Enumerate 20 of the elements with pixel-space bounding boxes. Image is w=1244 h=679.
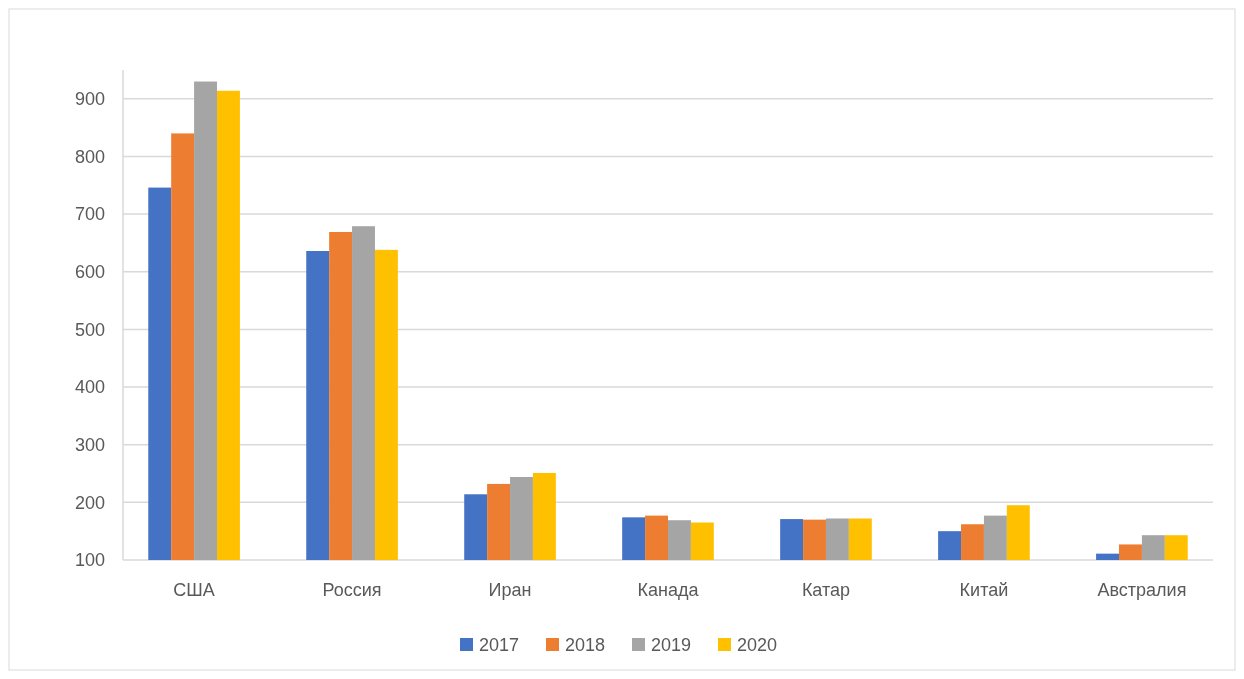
legend-label: 2019 [651,635,692,656]
x-tick-label: Иран [488,580,532,600]
x-tick-label: Австралия [1097,580,1187,600]
y-tick-label: 300 [74,435,105,456]
x-tick-label: Китай [959,580,1009,600]
x-tick-label: США [173,580,215,600]
y-tick-label: 500 [74,319,105,340]
legend-label: 2018 [565,635,606,656]
y-tick-label: 200 [74,492,105,513]
x-tick-label: Катар [801,580,851,600]
legend-label: 2017 [479,635,520,656]
x-tick-label: Россия [322,580,382,600]
y-tick-label: 800 [74,146,105,167]
legend-label: 2020 [737,635,778,656]
y-tick-label: 900 [74,89,105,110]
x-tick-label: Канада [637,580,700,600]
y-tick-label: 600 [74,262,105,283]
y-tick-label: 700 [74,204,105,225]
y-tick-label: 400 [74,377,105,398]
y-tick-label: 100 [74,550,105,571]
